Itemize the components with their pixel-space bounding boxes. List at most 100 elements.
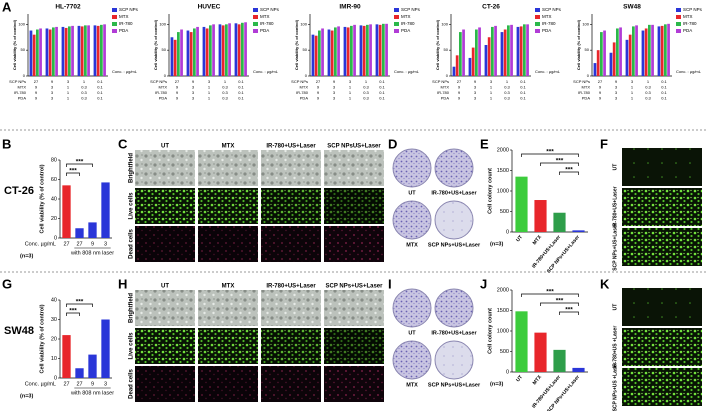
conc-value: 9 <box>458 96 461 101</box>
plate-label: IR-780+US+Laser <box>431 330 477 336</box>
legend-swatch <box>253 8 258 12</box>
conc-value: 3 <box>208 79 211 84</box>
category-title: Conc. µg/mL <box>25 381 56 387</box>
row-label: Dead cells <box>129 228 135 258</box>
legend-swatch <box>112 15 117 19</box>
conc-row-name: IR-780 <box>14 90 27 95</box>
panel-letter: B <box>2 136 11 151</box>
cell-line-label: CT-26 <box>4 185 34 197</box>
row-label: SCP NPs+US+Laser <box>612 223 618 270</box>
laser-label: with 808 nm laser <box>70 390 114 396</box>
conc-value: 9 <box>333 79 336 84</box>
conc-value: 3 <box>333 90 336 95</box>
bar <box>193 28 196 76</box>
significance-label: *** <box>69 168 77 175</box>
y-tick-label: 50 <box>585 47 590 52</box>
conc-value: 27 <box>175 79 180 84</box>
conc-value: 1 <box>67 96 70 101</box>
conc-row-name: IR-780 <box>296 90 309 95</box>
colony-plate <box>392 148 432 188</box>
column-label: MTX <box>222 284 235 290</box>
x-tick-label: 27 <box>76 381 82 387</box>
panel-letter: F <box>600 136 608 151</box>
bar <box>494 25 497 77</box>
conc-value: 9 <box>35 90 38 95</box>
column-label: UT <box>161 144 169 150</box>
bar <box>55 26 58 77</box>
legend-swatch <box>535 15 540 19</box>
x-tick-label: MTX <box>532 234 544 246</box>
x-tick-label: SCP NPs+US+Laser <box>546 374 581 411</box>
conc-value: 0.3 <box>363 85 369 90</box>
bar <box>173 39 177 76</box>
microscopy-image <box>198 290 258 326</box>
conc-row-name: MTX <box>159 85 168 90</box>
conc-label: Conc. : µg/mL <box>394 69 420 74</box>
legend-label: SCP NPs <box>119 7 139 12</box>
bar <box>202 26 206 77</box>
y-tick-label: 20 <box>51 216 57 222</box>
y-tick-label: 10 <box>51 356 57 362</box>
y-axis-label: Cell viability (% of control) <box>12 19 17 70</box>
conc-value: 0.3 <box>363 90 369 95</box>
conc-value: 1 <box>631 96 634 101</box>
bar <box>534 332 547 372</box>
y-tick-label: 20 <box>51 336 57 342</box>
y-tick-label: 1000 <box>497 188 509 194</box>
y-axis-label: Cell viability (% of control) <box>435 19 440 70</box>
conc-row-name: IR-780 <box>578 90 591 95</box>
bar <box>87 25 90 76</box>
plate-label: MTX <box>406 242 418 248</box>
conc-value: 0.1 <box>661 85 667 90</box>
conc-value: 0.1 <box>520 90 526 95</box>
bar <box>221 25 225 76</box>
conc-value: 1 <box>349 96 352 101</box>
bar <box>36 29 39 76</box>
y-tick-label: 0 <box>23 73 26 78</box>
x-tick-label: 9 <box>91 241 94 247</box>
legend-label: MTX <box>401 14 411 19</box>
x-tick-label: 27 <box>76 241 82 247</box>
bar <box>88 354 97 378</box>
bar <box>667 23 670 76</box>
legend-swatch <box>535 29 540 33</box>
legend-label: IR-780 <box>119 21 133 26</box>
conc-value: 0.1 <box>238 90 244 95</box>
legend-label: SCP NPs <box>683 7 703 12</box>
bar <box>314 35 318 76</box>
bar <box>359 25 363 76</box>
y-tick-label: 0 <box>164 73 167 78</box>
bar <box>334 27 337 76</box>
conc-value: 27 <box>598 79 603 84</box>
bar <box>189 32 193 76</box>
microscopy-image <box>135 290 195 326</box>
panel-letter: E <box>480 136 489 151</box>
panel-letter: G <box>2 276 12 291</box>
bar <box>39 28 42 76</box>
conc-value: 0.1 <box>520 79 526 84</box>
bar <box>596 50 600 76</box>
note: (n=3) <box>490 241 503 247</box>
microscopy-image <box>135 150 195 186</box>
bar <box>61 26 65 77</box>
row-label: Live cells <box>129 332 135 360</box>
conc-value: 0.1 <box>97 79 103 84</box>
plate-label: SCP NPs+US+Laser <box>428 242 481 248</box>
legend-label: PDA <box>119 28 128 33</box>
bar <box>177 32 180 76</box>
bar <box>64 27 68 76</box>
conc-value: 0.1 <box>379 85 385 90</box>
bar <box>362 25 366 77</box>
legend-label: SCP NPs <box>260 7 280 12</box>
legend-label: SCP NPs <box>542 7 562 12</box>
colony-plate <box>392 288 432 328</box>
conc-value: 0.1 <box>379 96 385 101</box>
fluorescence-image <box>622 288 702 326</box>
bar <box>523 24 526 76</box>
significance-label: *** <box>556 298 564 305</box>
conc-row-name: PDA <box>159 96 168 101</box>
significance-bracket <box>521 293 579 297</box>
legend-swatch <box>535 8 540 12</box>
chart-title: CT-26 <box>482 4 500 11</box>
fluorescence-image <box>622 368 702 406</box>
